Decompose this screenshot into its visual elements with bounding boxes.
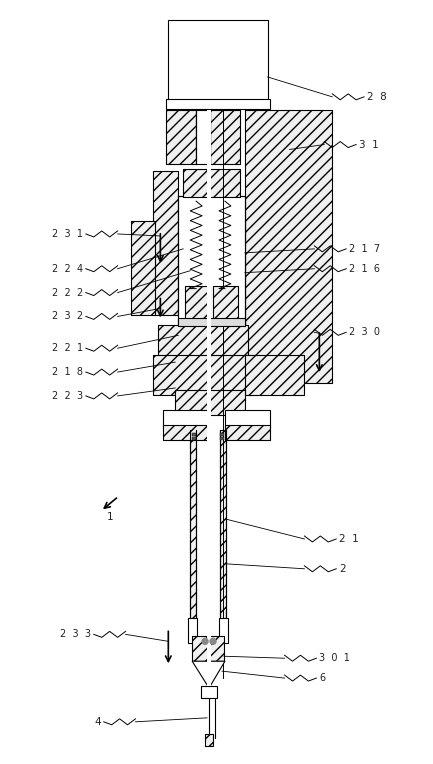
Bar — [207, 110, 211, 686]
Bar — [188, 619, 197, 643]
Bar — [163, 410, 208, 428]
Text: 6: 6 — [319, 673, 326, 683]
Text: 2  1  6: 2 1 6 — [349, 264, 380, 274]
Text: 2  1  8: 2 1 8 — [52, 367, 83, 377]
Bar — [210, 110, 240, 164]
Bar — [220, 432, 224, 435]
Bar — [225, 425, 270, 439]
Text: 2  3  2: 2 3 2 — [52, 312, 83, 322]
Bar — [183, 170, 240, 197]
Bar — [131, 221, 155, 316]
Bar — [168, 21, 268, 107]
Text: 2  3  0: 2 3 0 — [349, 327, 380, 338]
Bar — [166, 110, 196, 164]
Bar — [158, 325, 248, 360]
Bar — [190, 429, 196, 623]
Bar — [192, 437, 196, 439]
Bar — [245, 355, 304, 395]
Bar — [219, 619, 228, 643]
Bar — [192, 636, 224, 661]
Bar — [183, 170, 240, 197]
Bar — [201, 686, 217, 698]
Text: 2  1  7: 2 1 7 — [349, 244, 380, 254]
Bar — [175, 390, 245, 415]
Bar — [225, 425, 270, 439]
Bar — [166, 99, 270, 108]
Bar — [175, 390, 245, 415]
Text: 2  2  1: 2 2 1 — [52, 343, 83, 353]
Bar — [185, 286, 210, 320]
Bar — [158, 325, 248, 360]
Bar — [196, 110, 210, 164]
Text: 2  1: 2 1 — [339, 534, 359, 544]
Circle shape — [210, 639, 216, 644]
Polygon shape — [192, 661, 225, 688]
Bar — [213, 286, 238, 320]
Bar — [190, 429, 196, 623]
Bar — [166, 110, 196, 164]
Bar — [220, 437, 224, 439]
Bar — [192, 636, 224, 661]
Bar — [245, 110, 332, 383]
Text: 2  2  2: 2 2 2 — [52, 287, 83, 297]
Bar — [153, 171, 178, 316]
Bar — [178, 196, 245, 325]
Text: 2  8: 2 8 — [367, 92, 387, 102]
Text: 1: 1 — [107, 512, 113, 522]
Text: 4: 4 — [94, 717, 101, 727]
Bar — [210, 110, 240, 164]
Text: 2  3  1: 2 3 1 — [52, 229, 83, 239]
Text: 3  0  1: 3 0 1 — [319, 653, 350, 663]
Bar — [163, 425, 208, 439]
Text: 2  2  4: 2 2 4 — [52, 264, 83, 274]
Bar — [220, 429, 226, 623]
Bar — [205, 733, 213, 746]
Bar — [213, 286, 238, 320]
Bar — [225, 410, 270, 428]
Bar — [153, 355, 253, 395]
Bar — [163, 425, 208, 439]
Text: 2  3  3: 2 3 3 — [60, 630, 91, 639]
Bar — [185, 286, 210, 320]
Bar — [245, 355, 304, 395]
Bar — [153, 171, 178, 316]
Circle shape — [202, 639, 208, 644]
Bar — [220, 429, 226, 623]
Bar — [131, 221, 155, 316]
Bar — [205, 733, 213, 746]
Bar — [192, 432, 196, 435]
Bar — [153, 355, 253, 395]
Bar — [178, 319, 245, 326]
Text: 2: 2 — [339, 564, 346, 574]
Text: 3  1: 3 1 — [359, 140, 379, 150]
Bar — [245, 110, 332, 383]
Text: 2  2  3: 2 2 3 — [52, 391, 83, 401]
